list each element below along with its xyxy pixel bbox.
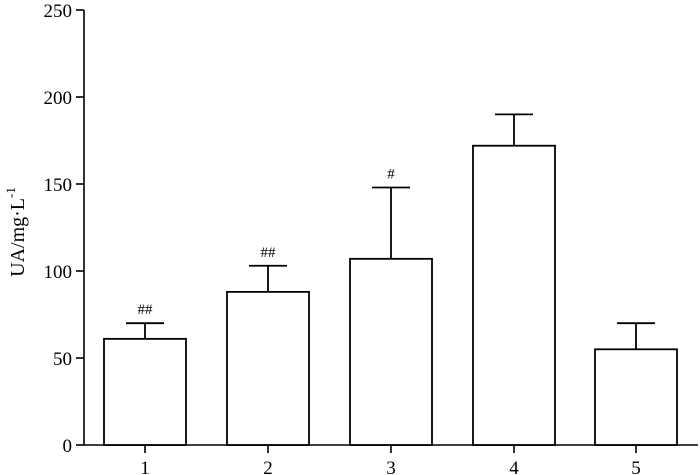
y-axis-label-main: UA/mg·L xyxy=(7,198,29,277)
error-bars xyxy=(126,113,655,350)
bar-2 xyxy=(226,290,310,446)
y-tick-label-100: 100 xyxy=(44,262,73,283)
y-tick-label-0: 0 xyxy=(63,436,73,457)
x-tick-label-5: 5 xyxy=(631,458,641,475)
x-tick-label-4: 4 xyxy=(509,458,519,475)
significance-annotations: ##### xyxy=(138,166,396,318)
annotation-2: ## xyxy=(261,245,277,261)
bar-5 xyxy=(594,348,678,446)
bar-4 xyxy=(472,144,556,446)
y-tick-label-250: 250 xyxy=(44,1,73,22)
x-tick-label-2: 2 xyxy=(263,458,273,475)
x-tick-label-3: 3 xyxy=(386,458,396,475)
bar-3 xyxy=(349,257,433,446)
y-tick-label-150: 150 xyxy=(44,175,73,196)
bar-1 xyxy=(103,337,187,446)
axis-labels: UA/mg·L-1 xyxy=(3,187,29,277)
y-axis-label: UA/mg·L-1 xyxy=(3,187,29,277)
y-tick-label-200: 200 xyxy=(44,88,73,109)
y-axis-label-exponent: -1 xyxy=(3,187,18,198)
y-tick-label-50: 50 xyxy=(53,349,72,370)
x-tick-label-1: 1 xyxy=(140,458,150,475)
bars xyxy=(103,144,678,446)
annotation-1: ## xyxy=(138,302,154,318)
annotation-3: # xyxy=(387,166,395,182)
